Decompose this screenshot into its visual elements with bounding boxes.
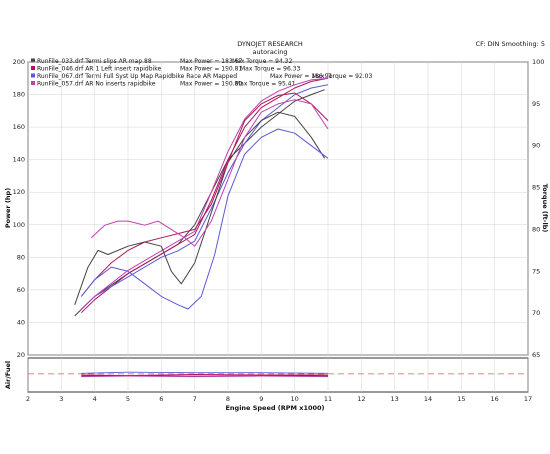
y-right-tick-label: 70 [532, 309, 540, 317]
legend-max-power: Max Power = 183.67 [180, 58, 242, 65]
axis-ticks: 2 3 4 5 6 7 8 9 10 11 12 13 14 15 16 17 20 40 60 80 100 120 14… [13, 58, 545, 403]
x-tick-label: 3 [59, 395, 63, 403]
legend-swatch [31, 66, 35, 70]
x-tick-label: 10 [291, 395, 299, 403]
legend-max-torque: Max Torque = 92.03 [312, 73, 372, 80]
y-right-tick-label: 95 [532, 100, 540, 108]
x-tick-label: 9 [259, 395, 263, 403]
power-line-0 [74, 89, 325, 317]
legend-file: RunFile_046.drf AR 1 Left insert rapidbi… [37, 66, 161, 73]
x-tick-label: 15 [457, 395, 465, 403]
airfuel-line-3 [81, 375, 329, 378]
torque-line-4 [74, 111, 326, 305]
y-right-axis-label: Torque (ft-lb) [541, 184, 549, 233]
airfuel-grid [27, 357, 529, 393]
legend-max-torque: Max Torque = 96.33 [240, 66, 300, 73]
legend-file: RunFile_057.drf AR No inserts rapidbike [37, 81, 156, 88]
chart-legend: RunFile_033.drf Termi slips AR map 88 Max… [31, 58, 372, 88]
plot-frame [27, 61, 529, 356]
legend-max-torque: Max Torque = 95.41 [235, 81, 295, 88]
x-axis-label: Engine Speed (RPM x1000) [225, 404, 324, 412]
airfuel-line-1 [81, 373, 328, 377]
y-right-tick-label: 100 [532, 58, 544, 66]
legend-max-power: Max Power = 190.81 [180, 66, 242, 73]
x-tick-label: 12 [357, 395, 365, 403]
y-left-tick-label: 120 [13, 188, 25, 196]
legend-max-power: Max Power = 190.80 [180, 81, 242, 88]
power-line-3 [80, 77, 329, 310]
torque-line-7 [90, 99, 329, 247]
y-right-tick-label: 65 [532, 351, 540, 359]
y-left-tick-label: 160 [13, 123, 25, 131]
y-left-tick-label: 180 [13, 91, 25, 99]
x-tick-label: 5 [126, 395, 130, 403]
y-right-tick-label: 75 [532, 267, 540, 275]
x-tick-label: 11 [324, 395, 332, 403]
y-right-tick-label: 80 [532, 225, 540, 233]
x-tick-label: 13 [391, 395, 399, 403]
airfuel-line-2 [81, 371, 329, 374]
legend-swatch [31, 73, 35, 78]
y-left-axis-label: Power (hp) [4, 188, 12, 228]
y-right-tick-label: 90 [532, 142, 540, 150]
x-tick-label: 7 [193, 395, 197, 403]
y-left-tick-label: 140 [13, 156, 25, 164]
y-left-tick-label: 40 [17, 318, 25, 326]
y-left-tick-label: 20 [17, 351, 25, 359]
chart-header: DYNOJET RESEARCH autoracing CF: DIN Smoo… [237, 40, 545, 56]
y-left-tick-label: 60 [17, 286, 25, 294]
x-tick-label: 2 [26, 395, 30, 403]
power-line-2 [80, 84, 329, 310]
x-tick-label: 6 [159, 395, 163, 403]
legend-swatch [31, 81, 35, 85]
legend-file: RunFile_067.drf Termi Full Syst Up Map R… [37, 73, 237, 80]
airfuel-axis-label: Air/Fuel [4, 361, 12, 389]
y-left-tick-label: 80 [17, 253, 25, 261]
torque-line-5 [80, 92, 329, 297]
x-tick-label: 4 [93, 395, 97, 403]
x-tick-label: 17 [524, 395, 532, 403]
chart-title: DYNOJET RESEARCH [237, 40, 303, 48]
y-left-tick-label: 200 [13, 58, 25, 66]
x-tick-label: 14 [424, 395, 432, 403]
torque-line-6 [80, 128, 329, 310]
legend-file: RunFile_033.drf Termi slips AR map 88 [37, 58, 152, 65]
legend-max-torque: Max Torque = 94.32 [232, 58, 292, 65]
axis-labels: Engine Speed (RPM x1000) Power (hp) Torque… [4, 184, 549, 412]
y-right-tick-label: 85 [532, 184, 540, 192]
correction-factor: CF: DIN Smoothing: 5 [476, 40, 545, 48]
y-left-tick-label: 100 [13, 221, 25, 229]
x-tick-label: 16 [491, 395, 499, 403]
chart-subtitle: autoracing [253, 48, 288, 56]
series-lines [74, 77, 329, 378]
x-tick-label: 8 [226, 395, 230, 403]
legend-swatch [31, 58, 35, 63]
main-grid [27, 61, 529, 356]
legend-max-power: Max Power = 186.91 [270, 73, 332, 80]
